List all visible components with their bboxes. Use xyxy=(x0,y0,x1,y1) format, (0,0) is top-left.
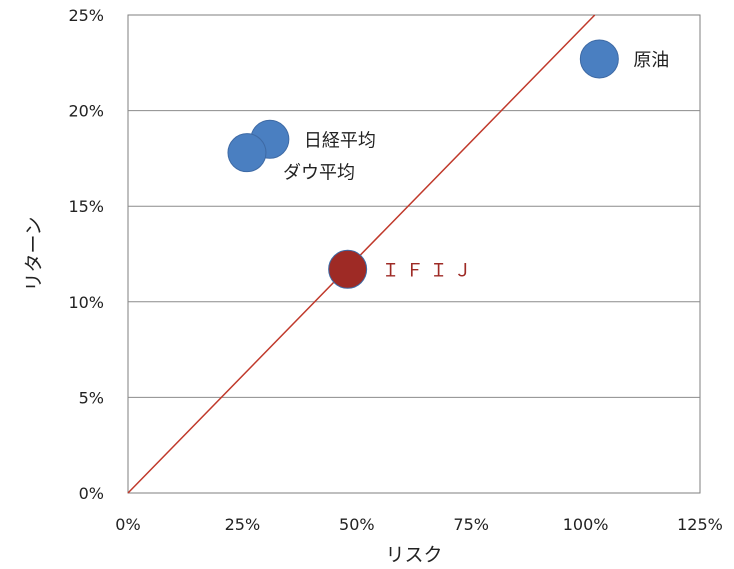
y-tick-label: 0% xyxy=(79,484,104,503)
data-point-label: ダウ平均 xyxy=(283,163,355,184)
y-tick-label: 10% xyxy=(68,293,104,312)
y-tick-label: 5% xyxy=(79,388,104,407)
plot-area xyxy=(127,14,701,494)
trend-line xyxy=(127,14,596,494)
x-tick-label: 25% xyxy=(225,515,261,534)
x-tick-label: 0% xyxy=(115,515,140,534)
data-point-label: ＩＦＩＪ xyxy=(382,260,478,281)
data-point-label: 原油 xyxy=(633,50,669,71)
y-tick-label: 25% xyxy=(68,6,104,25)
gridlines xyxy=(128,110,700,398)
tick-labels: 0% 5% 10% 15% 20% 25% 0% 25% 50% 75% 100% 125% xyxy=(68,6,722,534)
data-point xyxy=(328,249,368,289)
x-tick-label: 50% xyxy=(339,515,375,534)
x-axis-title: リスク xyxy=(385,544,442,566)
y-axis-title: リターン xyxy=(23,216,45,291)
data-point xyxy=(227,133,267,173)
data-point-label: 日経平均 xyxy=(304,130,376,151)
data-points xyxy=(227,39,619,289)
x-tick-label: 125% xyxy=(677,515,723,534)
y-tick-label: 15% xyxy=(68,197,104,216)
trend-line-layer xyxy=(127,14,596,494)
data-point xyxy=(579,39,619,79)
x-tick-label: 100% xyxy=(563,515,609,534)
x-tick-label: 75% xyxy=(453,515,489,534)
y-tick-label: 20% xyxy=(68,102,104,121)
